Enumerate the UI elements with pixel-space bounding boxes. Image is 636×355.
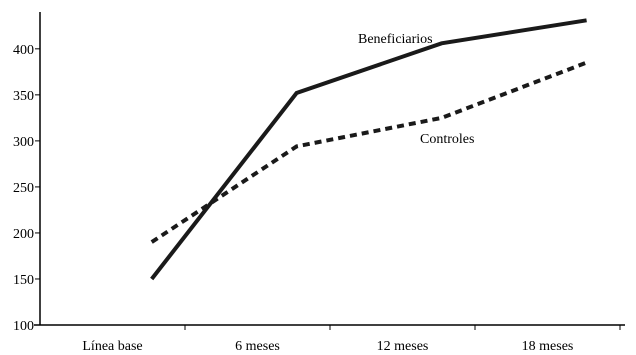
y-tick-label: 350 [13, 89, 34, 104]
x-tick-label: Línea base [82, 339, 142, 354]
y-tick-label: 250 [13, 181, 34, 196]
y-tick-label: 400 [13, 43, 34, 58]
series-labels: Beneficiarios Controles [358, 32, 474, 147]
series-line-controles [150, 60, 588, 244]
y-tick-label: 100 [13, 319, 34, 334]
x-tick-label: 12 meses [377, 339, 429, 354]
series-label-beneficiarios: Beneficiarios [358, 32, 433, 47]
y-ticks: 100 150 200 250 300 350 400 [13, 43, 40, 334]
y-tick-label: 200 [13, 227, 34, 242]
x-tick-label: 6 meses [235, 339, 280, 354]
x-ticks: Línea base 6 meses 12 meses 18 meses [82, 325, 621, 354]
x-tick-label: 18 meses [522, 339, 574, 354]
axes [34, 12, 625, 326]
series-label-controles: Controles [420, 132, 474, 147]
y-tick-label: 150 [13, 273, 34, 288]
series-lines [150, 18, 588, 281]
y-tick-label: 300 [13, 135, 34, 150]
series-line-beneficiarios [150, 18, 587, 281]
